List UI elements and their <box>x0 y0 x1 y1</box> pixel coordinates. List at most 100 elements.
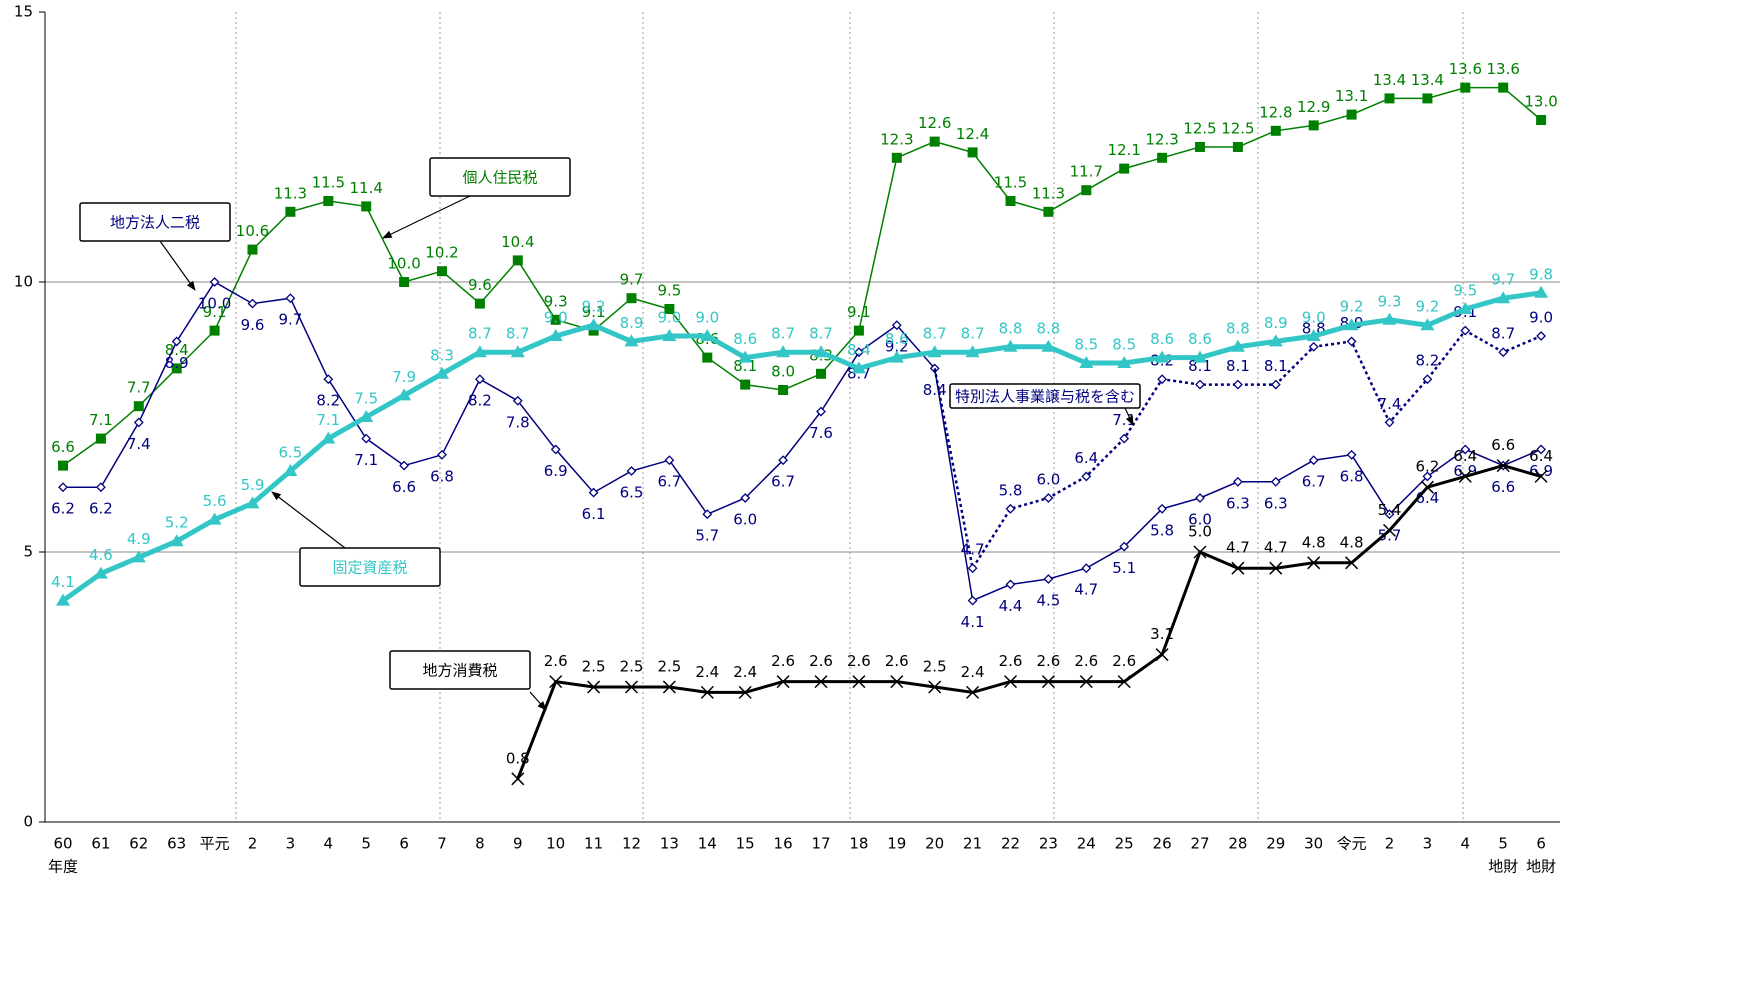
data-label: 6.6 <box>1491 478 1515 496</box>
data-label: 2.6 <box>885 652 909 670</box>
data-label: 9.0 <box>695 309 719 327</box>
data-label: 12.4 <box>956 125 989 143</box>
point <box>586 318 601 331</box>
point <box>1079 356 1094 368</box>
point <box>1382 312 1397 325</box>
point <box>1268 334 1283 347</box>
data-label: 2.5 <box>923 658 947 676</box>
data-label: 7.8 <box>506 413 530 431</box>
data-label: 6.4 <box>1529 447 1553 465</box>
legend-label: 地方消費税 <box>422 662 497 680</box>
data-label: 6.6 <box>392 478 416 496</box>
data-label: 8.5 <box>1112 336 1136 354</box>
point <box>929 136 940 147</box>
data-label: 4.1 <box>961 613 985 631</box>
point <box>967 563 978 574</box>
data-label: 2.5 <box>582 658 606 676</box>
data-label: 9.0 <box>1529 309 1553 327</box>
point <box>778 385 789 395</box>
point <box>472 345 487 358</box>
data-label: 5.9 <box>241 476 265 494</box>
point <box>626 293 637 304</box>
x-tick-label: 62 <box>129 835 148 853</box>
data-label: 2.6 <box>999 652 1023 670</box>
point <box>323 196 334 206</box>
data-label: 11.3 <box>274 184 307 202</box>
point <box>95 433 106 444</box>
data-label: 8.8 <box>1226 319 1250 337</box>
point <box>209 325 220 336</box>
x-tick-label: 18 <box>849 835 868 853</box>
x-tick-label: 5 <box>1498 835 1508 853</box>
point <box>285 293 296 304</box>
point <box>435 366 449 379</box>
point <box>550 444 561 455</box>
data-label: 8.7 <box>506 325 530 343</box>
point <box>56 593 70 606</box>
data-label: 8.7 <box>961 325 985 343</box>
data-label: 13.4 <box>1411 71 1444 89</box>
point <box>1005 579 1016 590</box>
callout-arrow <box>159 240 196 291</box>
point <box>1536 444 1547 455</box>
x-sub-label: 地財 <box>1488 858 1518 876</box>
callout-box <box>429 157 571 197</box>
point <box>1043 206 1054 217</box>
point <box>852 675 866 689</box>
x-tick-label: 3 <box>286 835 296 853</box>
point <box>133 417 144 428</box>
legend-label: 固定資産税 <box>332 559 407 577</box>
x-tick-label: 22 <box>1001 835 1020 853</box>
point <box>662 680 676 694</box>
point <box>624 334 639 347</box>
data-label: 6.6 <box>51 438 75 456</box>
data-label: 8.7 <box>923 325 947 343</box>
x-tick-label: 17 <box>811 835 830 853</box>
data-label: 8.6 <box>885 330 909 348</box>
data-label: 8.2 <box>468 392 492 410</box>
data-label: 4.4 <box>999 597 1023 615</box>
point <box>1119 541 1130 552</box>
x-tick-label: 3 <box>1423 835 1433 853</box>
data-label: 7.1 <box>1112 411 1136 429</box>
point <box>814 345 828 358</box>
point <box>1422 374 1433 385</box>
point <box>891 152 902 163</box>
x-tick-label: 7 <box>437 835 447 853</box>
x-tick-label: 2 <box>248 835 258 853</box>
data-label: 7.4 <box>127 435 151 453</box>
data-label: 9.2 <box>582 298 606 316</box>
data-label: 8.7 <box>468 325 492 343</box>
data-label: 9.1 <box>582 303 606 321</box>
data-label: 12.5 <box>1183 120 1216 138</box>
point <box>776 675 790 689</box>
point <box>1195 379 1205 390</box>
data-label: 11.5 <box>994 174 1027 192</box>
data-label: 7.1 <box>354 451 378 469</box>
x-tick-label: 6 <box>399 835 409 853</box>
y-tick-label: 0 <box>23 813 33 831</box>
data-label: 13.0 <box>1524 93 1557 111</box>
data-label: 6.3 <box>1226 494 1250 512</box>
point <box>1420 318 1435 331</box>
data-label: 8.2 <box>1415 352 1439 370</box>
point <box>1460 325 1471 336</box>
point <box>1232 379 1243 390</box>
point <box>1043 574 1054 584</box>
point <box>474 298 485 309</box>
data-label: 13.1 <box>1335 87 1368 105</box>
point <box>816 368 826 379</box>
point <box>814 675 828 689</box>
x-tick-label: 29 <box>1266 835 1285 853</box>
x-tick-label: 8 <box>475 835 485 853</box>
data-label: 9.2 <box>1415 298 1439 316</box>
data-label: 5.4 <box>1378 501 1402 519</box>
point <box>1536 331 1547 341</box>
data-label: 9.5 <box>657 282 681 300</box>
data-label: 9.7 <box>620 271 644 289</box>
point <box>1117 356 1132 368</box>
data-label: 2.6 <box>847 652 871 670</box>
data-label: 9.5 <box>1453 282 1477 300</box>
point <box>890 675 904 689</box>
point <box>1308 455 1319 466</box>
